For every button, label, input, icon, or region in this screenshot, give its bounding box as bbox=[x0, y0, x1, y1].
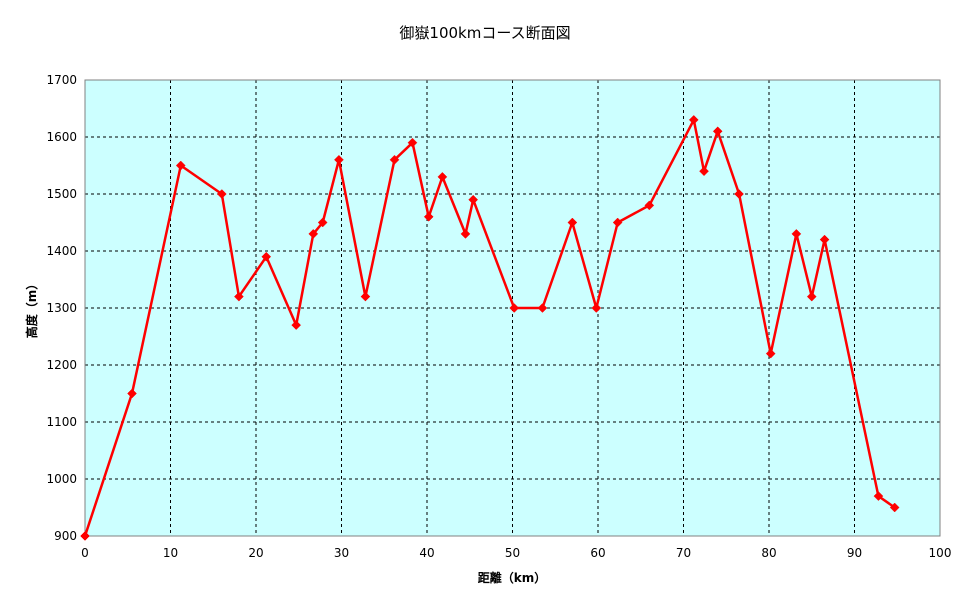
x-tick-label: 90 bbox=[847, 546, 862, 560]
y-tick-label: 1600 bbox=[46, 130, 77, 144]
data-point-marker bbox=[806, 291, 817, 302]
data-point-marker bbox=[644, 200, 655, 211]
data-point-marker bbox=[407, 137, 418, 148]
data-point-marker bbox=[873, 491, 884, 501]
x-axis-ticks: 0 10 20 30 40 50 60 70 80 90 100 bbox=[81, 546, 951, 560]
data-point-marker bbox=[734, 189, 744, 199]
data-point-marker bbox=[360, 291, 371, 302]
data-point-marker bbox=[460, 229, 471, 239]
x-axis-label: 距離（km） bbox=[478, 570, 547, 585]
x-tick-label: 50 bbox=[505, 546, 520, 560]
data-point-marker bbox=[889, 502, 900, 513]
plot-border bbox=[84, 79, 941, 537]
y-tick-label: 1200 bbox=[46, 358, 77, 372]
data-point-marker bbox=[509, 303, 520, 313]
data-point-marker bbox=[389, 154, 400, 165]
data-point-marker bbox=[261, 251, 272, 262]
data-point-marker bbox=[791, 229, 802, 239]
y-tick-label: 1000 bbox=[46, 472, 77, 486]
y-tick-label: 1300 bbox=[46, 301, 77, 315]
data-point-marker bbox=[468, 194, 479, 205]
series-markers bbox=[80, 115, 900, 541]
data-point-marker bbox=[127, 388, 137, 399]
data-point-marker bbox=[591, 303, 602, 313]
x-tick-label: 20 bbox=[248, 546, 263, 560]
data-point-marker bbox=[437, 172, 448, 182]
y-tick-label: 1700 bbox=[46, 73, 77, 87]
data-point-marker bbox=[216, 189, 227, 199]
data-point-marker bbox=[334, 154, 344, 165]
x-tick-label: 0 bbox=[81, 546, 89, 560]
y-tick-label: 1500 bbox=[46, 187, 77, 201]
chart-title: 御嶽100kmコース断面図 bbox=[399, 24, 570, 42]
x-tick-label: 40 bbox=[419, 546, 434, 560]
x-tick-label: 60 bbox=[590, 546, 605, 560]
data-point-marker bbox=[612, 217, 623, 228]
data-point-marker bbox=[308, 229, 319, 239]
data-point-marker bbox=[712, 126, 723, 137]
data-point-marker bbox=[234, 291, 244, 302]
data-point-marker bbox=[688, 115, 699, 125]
y-axis-label: 高度（m） bbox=[24, 278, 39, 339]
data-point-marker bbox=[567, 217, 578, 228]
y-tick-label: 1400 bbox=[46, 244, 77, 258]
x-tick-label: 10 bbox=[163, 546, 178, 560]
y-axis-ticks: 900 1000 1100 1200 1300 1400 1500 1600 1700 bbox=[46, 73, 77, 543]
x-tick-label: 70 bbox=[676, 546, 691, 560]
data-point-marker bbox=[819, 234, 830, 245]
data-point-marker bbox=[175, 160, 186, 171]
y-tick-label: 900 bbox=[54, 529, 77, 543]
y-tick-label: 1100 bbox=[46, 415, 77, 429]
data-point-marker bbox=[537, 303, 548, 313]
x-tick-label: 30 bbox=[334, 546, 349, 560]
data-point-marker bbox=[317, 217, 328, 228]
data-point-marker bbox=[765, 348, 776, 359]
x-tick-label: 80 bbox=[761, 546, 776, 560]
data-point-marker bbox=[423, 211, 434, 222]
data-point-marker bbox=[291, 320, 302, 330]
data-point-marker bbox=[699, 166, 709, 177]
data-point-marker bbox=[80, 531, 90, 541]
x-tick-label: 100 bbox=[929, 546, 952, 560]
